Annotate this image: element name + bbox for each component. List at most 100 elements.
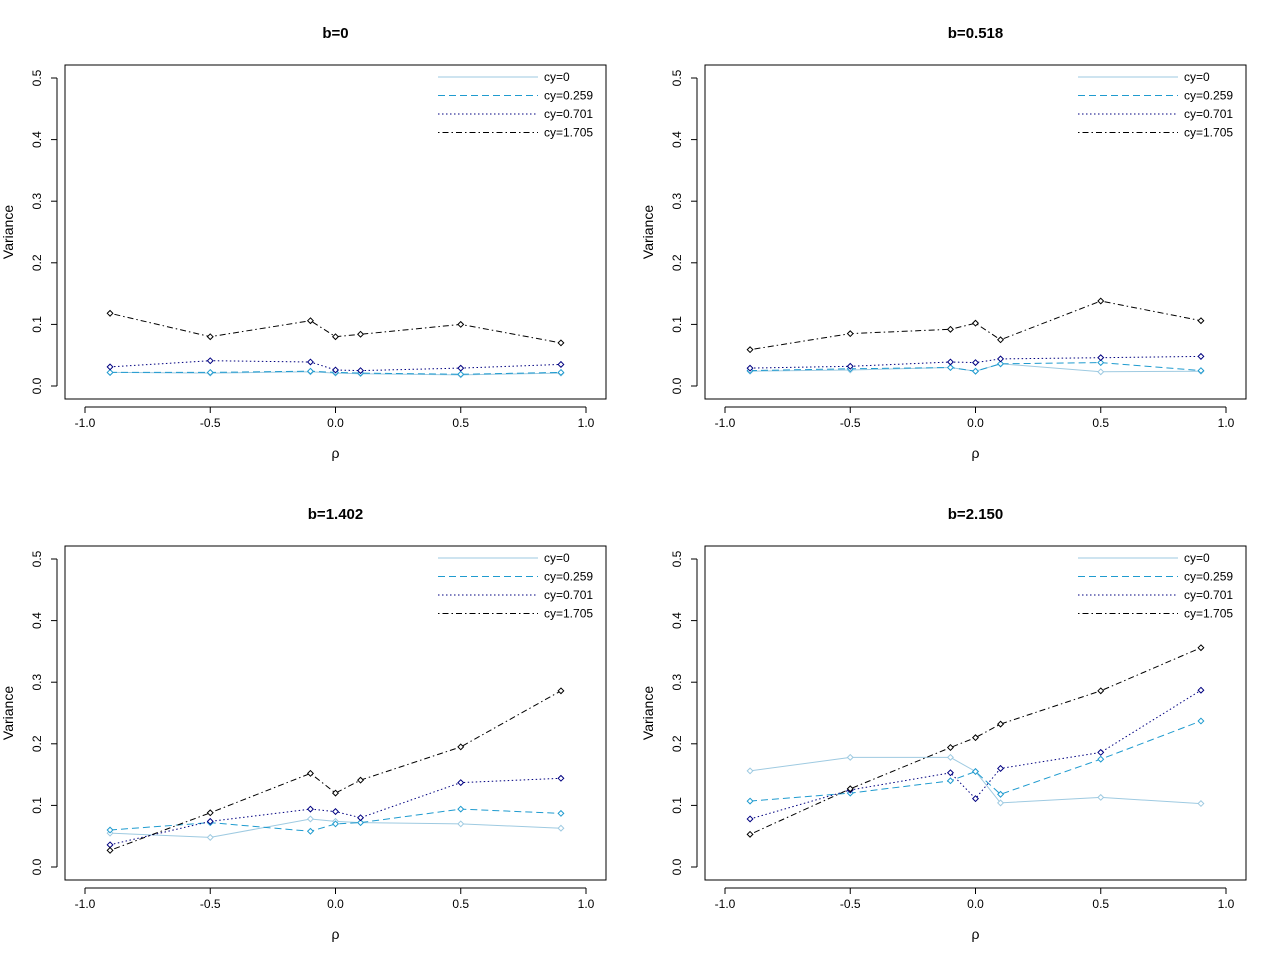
y-axis-label: Variance: [640, 205, 656, 259]
data-point: [997, 799, 1005, 807]
x-tick-label: 0.5: [452, 416, 469, 430]
data-point: [1097, 368, 1105, 376]
data-point: [846, 753, 854, 761]
data-point: [357, 776, 365, 784]
data-point: [357, 367, 365, 375]
legend-entry-4: cy=1.705: [1184, 126, 1233, 140]
data-point: [997, 355, 1005, 363]
legend-entry-1: cy=0: [1184, 551, 1210, 565]
data-point: [457, 820, 465, 828]
data-point: [746, 346, 754, 354]
legend-entry-4: cy=1.705: [544, 126, 593, 140]
data-point: [1097, 359, 1105, 367]
data-point: [331, 808, 340, 816]
data-point: [971, 367, 980, 375]
x-tick-label: -0.5: [840, 897, 861, 911]
data-point: [306, 367, 314, 375]
chart-panel-2: b=0.518 -1.0 -0.5 0.0 0.5 1.0 0.0 0.1 0.2 0.3 0.4 0…: [640, 25, 1247, 461]
data-point: [746, 815, 754, 823]
data-point: [306, 805, 314, 813]
data-point: [1197, 352, 1205, 360]
y-tick-label: 0.2: [30, 254, 44, 271]
data-point: [331, 820, 340, 828]
data-point: [1097, 793, 1105, 801]
y-tick-label: 0.5: [670, 69, 684, 86]
data-point: [206, 817, 214, 825]
chart-title: b=0.518: [948, 25, 1003, 42]
data-point: [457, 805, 465, 813]
x-tick-label: 1.0: [578, 897, 595, 911]
data-point: [1197, 317, 1205, 325]
x-tick-label: -1.0: [75, 416, 96, 430]
y-tick-label: 0.3: [30, 193, 44, 210]
legend-entry-2: cy=0.259: [1184, 89, 1233, 103]
x-tick-label: 0.0: [967, 416, 984, 430]
y-axis-label: Variance: [0, 686, 16, 740]
data-point: [206, 368, 214, 376]
data-point: [971, 734, 980, 742]
chart-title: b=0: [322, 25, 348, 42]
chart-panel-1: b=0 -1.0 -0.5 0.0 0.5 1.0 0.0 0.1 0.2 0.3 0.4 0.5 ρ V…: [0, 25, 607, 461]
legend-entry-2: cy=0.259: [544, 89, 593, 103]
y-tick-label: 0.4: [670, 131, 684, 148]
legend-entry-1: cy=0: [1184, 70, 1210, 84]
plot-frame: [64, 545, 607, 881]
data-point: [557, 774, 565, 782]
y-tick-label: 0.2: [670, 735, 684, 752]
legend-entry-1: cy=0: [544, 70, 570, 84]
data-point: [457, 320, 465, 328]
data-point: [846, 785, 854, 793]
data-point: [997, 790, 1005, 798]
data-point: [946, 753, 954, 761]
data-point: [306, 317, 314, 325]
data-point: [946, 358, 954, 366]
y-tick-label: 0.4: [30, 131, 44, 148]
x-axis-label: ρ: [972, 445, 980, 461]
plot-frame: [704, 64, 1247, 400]
data-point: [846, 362, 854, 370]
legend-entry-2: cy=0.259: [544, 570, 593, 584]
data-point: [846, 330, 854, 338]
data-point: [357, 330, 365, 338]
y-tick-label: 0.0: [30, 377, 44, 394]
legend-entry-3: cy=0.701: [544, 107, 593, 121]
y-tick-label: 0.3: [30, 674, 44, 691]
data-point: [1097, 354, 1105, 362]
x-tick-label: 0.0: [327, 416, 344, 430]
y-tick-label: 0.5: [30, 69, 44, 86]
x-tick-label: -0.5: [200, 897, 221, 911]
data-point: [457, 364, 465, 372]
data-point: [557, 824, 565, 832]
x-tick-label: 0.5: [452, 897, 469, 911]
legend-entry-4: cy=1.705: [1184, 607, 1233, 621]
data-point: [357, 814, 365, 822]
chart-panel-4: b=2.150 -1.0 -0.5 0.0 0.5 1.0 0.0 0.1 0.2 0.3 0.4 0…: [640, 506, 1247, 942]
data-point: [946, 364, 954, 372]
data-point: [206, 809, 214, 817]
y-tick-label: 0.1: [670, 797, 684, 814]
x-tick-label: 0.0: [967, 897, 984, 911]
data-point: [206, 357, 214, 365]
y-axis-label: Variance: [640, 686, 656, 740]
data-point: [206, 833, 214, 841]
data-point: [971, 768, 980, 776]
y-axis-label: Variance: [0, 205, 16, 259]
data-point: [557, 339, 565, 347]
data-point: [106, 841, 114, 849]
legend-entry-4: cy=1.705: [544, 607, 593, 621]
data-point: [106, 363, 114, 371]
y-tick-label: 0.0: [670, 377, 684, 394]
x-axis-label: ρ: [332, 445, 340, 461]
data-point: [746, 830, 754, 838]
data-point: [206, 333, 214, 341]
data-point: [946, 743, 954, 752]
legend-entry-3: cy=0.701: [1184, 588, 1233, 602]
y-tick-label: 0.4: [670, 612, 684, 629]
data-point: [457, 370, 465, 378]
legend-entry-3: cy=0.701: [1184, 107, 1233, 121]
y-tick-label: 0.5: [670, 550, 684, 567]
data-point: [331, 333, 340, 341]
data-point: [457, 743, 465, 751]
y-tick-label: 0.3: [670, 674, 684, 691]
